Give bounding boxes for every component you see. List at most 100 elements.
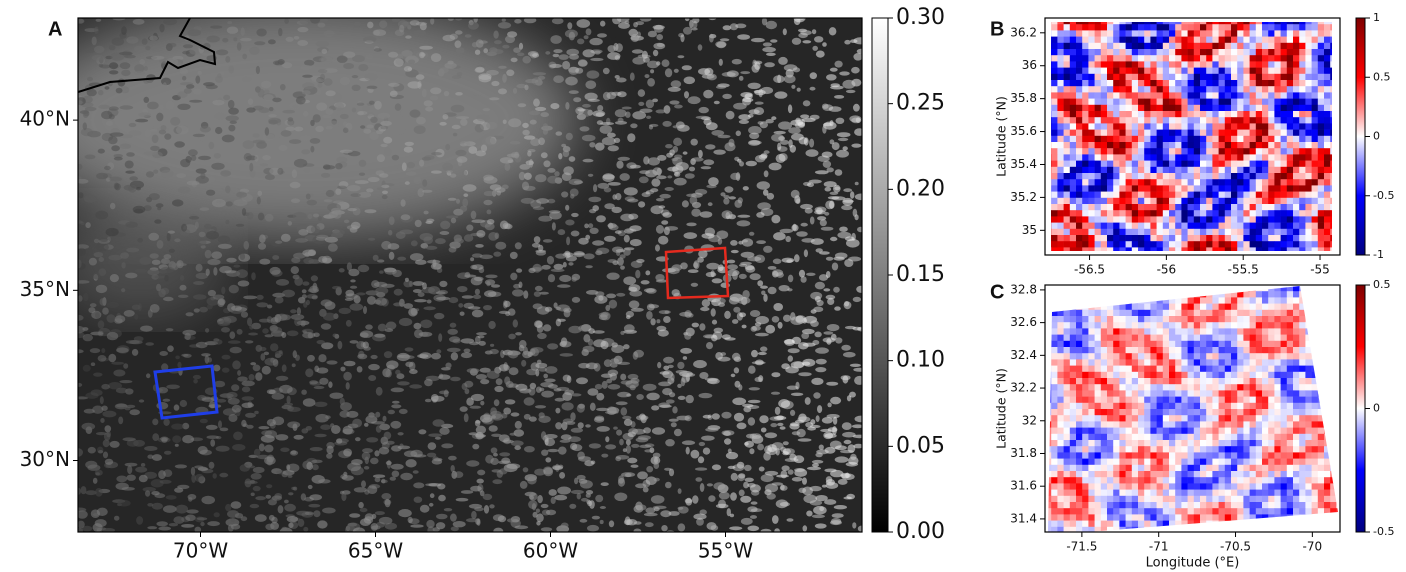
heatmap-cell	[1287, 130, 1294, 137]
heatmap-cell	[1305, 43, 1312, 50]
cloud-cell	[92, 37, 97, 46]
heatmap-cell	[1045, 61, 1052, 68]
cloud-cell	[324, 199, 333, 202]
cloud-cell	[633, 351, 638, 359]
cloud-cell	[549, 212, 562, 220]
heatmap-cell	[1175, 223, 1182, 230]
heatmap-cell	[1119, 30, 1126, 37]
cloud-cell	[338, 341, 343, 350]
cloud-cell	[373, 255, 379, 261]
heatmap-cell	[1051, 179, 1058, 186]
cloud-cell	[827, 414, 840, 419]
cloud-cell	[207, 36, 220, 43]
cloud-cell	[847, 395, 851, 401]
heatmap-cell	[1107, 198, 1114, 205]
cloud-cell	[772, 515, 779, 524]
cloud-cell	[624, 187, 638, 195]
cloud-cell	[193, 89, 202, 95]
cloud-cell	[360, 508, 368, 512]
cloud-cell	[727, 260, 735, 264]
heatmap-cell	[1330, 92, 1337, 99]
heatmap-cell	[1312, 99, 1319, 106]
heatmap-cell	[1082, 24, 1089, 31]
cloud-cell	[307, 355, 315, 362]
cloud-cell	[510, 252, 518, 259]
heatmap-cell	[1144, 68, 1151, 75]
heatmap-cell	[1157, 198, 1164, 205]
cloud-cell	[792, 431, 800, 435]
cloud-cell	[574, 253, 585, 256]
cloud-cell	[418, 429, 426, 434]
cloud-cell	[460, 206, 467, 212]
cloud-cell	[505, 399, 516, 404]
heatmap-cell	[1119, 55, 1126, 62]
cloud-cell	[680, 34, 684, 42]
heatmap-cell	[1057, 179, 1064, 186]
heatmap-cell	[1169, 68, 1176, 75]
heatmap-cell	[1113, 30, 1120, 37]
cloud-cell	[147, 269, 159, 275]
heatmap-cell	[1330, 68, 1337, 75]
cloud-cell	[774, 416, 786, 420]
heatmap-cell	[1212, 192, 1219, 199]
cloud-cell	[495, 242, 506, 250]
cloud-cell	[127, 475, 136, 481]
cloud-cell	[541, 391, 554, 398]
cloud-cell	[483, 200, 492, 205]
heatmap-cell	[1181, 130, 1188, 137]
cloud-cell	[488, 321, 495, 329]
cloud-cell	[562, 61, 570, 70]
cloud-cell	[812, 460, 824, 464]
heatmap-cell	[1095, 61, 1102, 68]
heatmap-cell	[1064, 86, 1071, 93]
cloud-cell	[589, 443, 601, 448]
cloud-cell	[324, 78, 333, 86]
cloud-cell	[292, 363, 296, 367]
cloud-cell	[177, 485, 189, 489]
cloud-cell	[713, 482, 725, 490]
heatmap-cell	[1169, 18, 1176, 25]
cloud-cell	[623, 344, 629, 349]
cloud-cell	[842, 80, 855, 89]
cloud-cell	[515, 421, 522, 429]
cloud-cell	[646, 393, 659, 401]
heatmap-cell	[1132, 154, 1139, 161]
heatmap-cell	[1163, 68, 1170, 75]
cloud-cell	[246, 30, 256, 36]
cloud-cell	[583, 346, 595, 353]
heatmap-cell	[1274, 80, 1281, 87]
heatmap-cell	[1256, 99, 1263, 106]
cloud-cell	[577, 475, 586, 480]
cloud-cell	[539, 388, 544, 392]
heatmap-cell	[1231, 117, 1238, 124]
cloud-cell	[126, 248, 139, 253]
cloud-cell	[234, 199, 248, 206]
cloud-cell	[835, 169, 843, 176]
heatmap-cell	[1231, 18, 1238, 25]
heatmap-cell	[1219, 92, 1226, 99]
heatmap-cell	[1250, 204, 1257, 211]
cloud-cell	[620, 173, 630, 181]
heatmap-cell	[1175, 235, 1182, 242]
cloud-cell	[139, 257, 151, 265]
heatmap-cell	[1045, 105, 1052, 112]
heatmap-cell	[1194, 55, 1201, 62]
cloud-cell	[683, 151, 688, 154]
heatmap-cell	[1051, 173, 1058, 180]
heatmap-cell	[1293, 30, 1300, 37]
cloud-cell	[275, 241, 282, 244]
heatmap-cell	[1188, 111, 1195, 118]
heatmap-cell	[1194, 80, 1201, 87]
heatmap-cell	[1107, 179, 1114, 186]
cloud-cell	[436, 349, 441, 353]
cloud-cell	[834, 187, 840, 191]
cloud-cell	[215, 339, 223, 344]
heatmap-cell	[1144, 198, 1151, 205]
heatmap-cell	[1076, 185, 1083, 192]
cloud-cell	[448, 17, 454, 21]
cloud-cell	[508, 350, 519, 358]
heatmap-cell	[1144, 216, 1151, 223]
cloud-cell	[182, 76, 186, 81]
heatmap-cell	[1219, 49, 1226, 56]
cloud-cell	[489, 504, 494, 508]
